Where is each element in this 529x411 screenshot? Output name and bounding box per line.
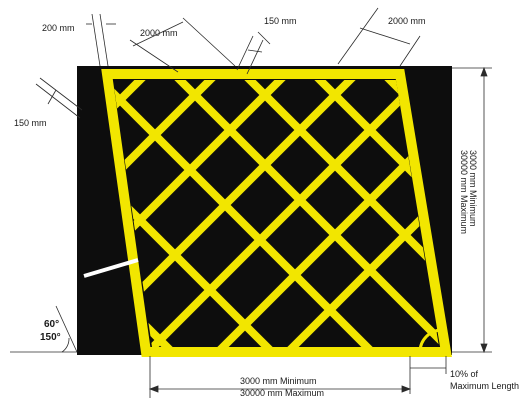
dim-width bbox=[148, 356, 412, 398]
label-corner-radius-1: 10% of bbox=[450, 369, 479, 379]
label-angle-primary: 60° bbox=[44, 319, 59, 330]
label-inner-line-width: 150 mm bbox=[264, 16, 297, 26]
dim-line-width-left bbox=[35, 77, 83, 119]
corner-radius-arc bbox=[418, 328, 443, 353]
dim-inner-line-width bbox=[236, 31, 271, 75]
dim-corner-radius bbox=[410, 356, 447, 374]
label-line-width-top: 200 mm bbox=[42, 23, 75, 33]
label-height-max: 30000 mm Maximum bbox=[459, 150, 469, 234]
label-corner-radius-2: Maximum Length bbox=[450, 381, 519, 391]
label-height-min: 3000 mm Minimum bbox=[468, 150, 478, 227]
dim-spacing-top-right bbox=[337, 7, 421, 67]
label-line-width-left: 150 mm bbox=[14, 118, 47, 128]
label-width-min: 3000 mm Minimum bbox=[240, 376, 317, 386]
dim-angle bbox=[10, 305, 78, 353]
label-angle-secondary: 150° bbox=[40, 332, 61, 343]
dim-height bbox=[452, 66, 492, 354]
dim-spacing-top-left bbox=[129, 17, 236, 73]
label-width-max: 30000 mm Maximum bbox=[240, 388, 324, 398]
label-spacing-top-left: 2000 mm bbox=[140, 28, 178, 38]
box-border-marking bbox=[101, 69, 452, 357]
dim-line-width-top bbox=[86, 13, 116, 67]
white-stop-line bbox=[83, 258, 139, 278]
label-spacing-top-right: 2000 mm bbox=[388, 16, 426, 26]
